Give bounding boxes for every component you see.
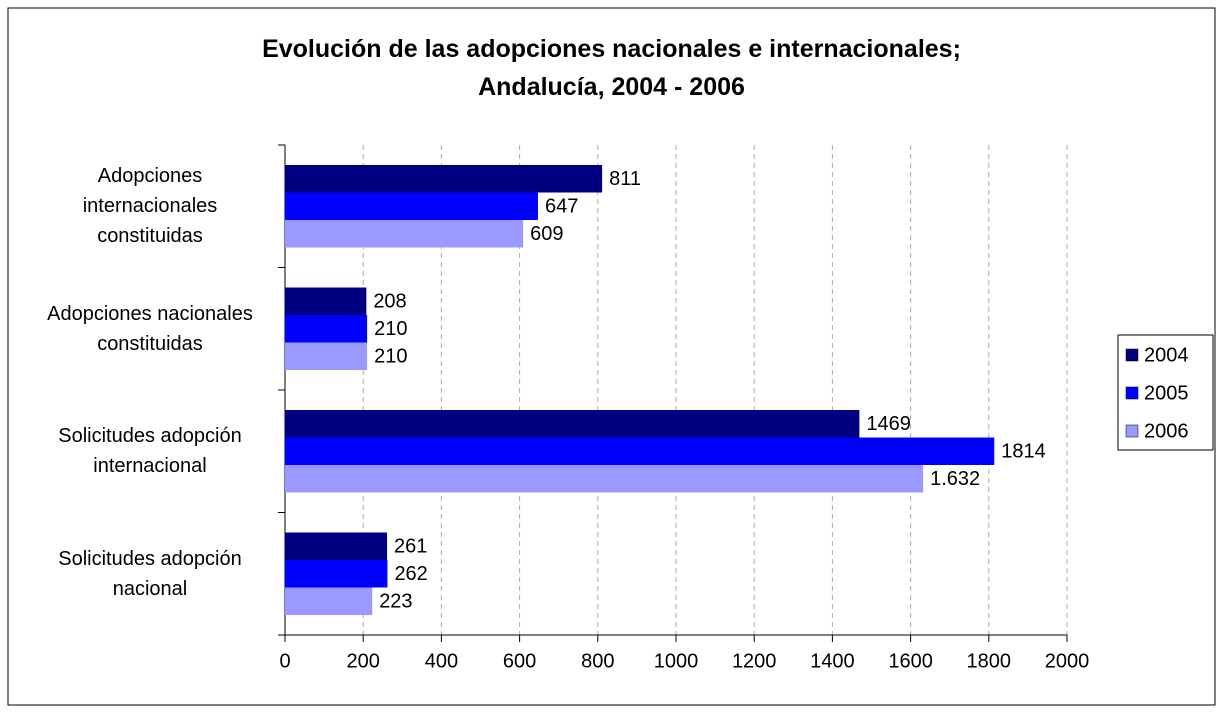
value-label: 811 bbox=[609, 168, 641, 190]
value-label: 1814 bbox=[1001, 441, 1045, 463]
x-tick-label: 1400 bbox=[810, 650, 855, 672]
value-label: 647 bbox=[545, 196, 578, 218]
x-tick-label: 1000 bbox=[654, 650, 699, 672]
value-label: 223 bbox=[379, 591, 412, 613]
bar bbox=[285, 287, 367, 315]
y-tick-label: Solicitudes adopción nacional bbox=[58, 547, 242, 600]
legend-swatch bbox=[1125, 424, 1139, 438]
legend-label: 2004 bbox=[1144, 344, 1189, 366]
legend-label: 2005 bbox=[1144, 382, 1189, 404]
x-tick-label: 2000 bbox=[1045, 650, 1090, 672]
bar bbox=[285, 315, 368, 343]
bar bbox=[285, 437, 995, 465]
x-tick-label: 0 bbox=[279, 650, 290, 672]
bar bbox=[285, 342, 368, 370]
x-tick-label: 400 bbox=[425, 650, 458, 672]
x-tick-label: 800 bbox=[581, 650, 614, 672]
bar bbox=[285, 220, 524, 248]
value-label: 208 bbox=[373, 291, 406, 313]
chart-frame bbox=[7, 7, 1216, 706]
value-label: 210 bbox=[374, 318, 407, 340]
value-label: 1469 bbox=[866, 413, 911, 435]
bar bbox=[285, 532, 388, 560]
x-tick-label: 1800 bbox=[967, 650, 1012, 672]
value-label: 1.632 bbox=[930, 468, 980, 490]
value-label: 261 bbox=[394, 536, 427, 558]
legend-swatch bbox=[1125, 386, 1139, 400]
chart-title: Evolución de las adopciones nacionales e… bbox=[262, 35, 961, 101]
x-tick-label: 200 bbox=[347, 650, 380, 672]
x-tick-label: 600 bbox=[503, 650, 536, 672]
value-label: 210 bbox=[374, 346, 407, 368]
bar bbox=[285, 410, 860, 438]
y-tick-label: Solicitudes adopción internacional bbox=[58, 425, 242, 478]
legend-label: 2006 bbox=[1144, 420, 1189, 442]
value-label: 609 bbox=[530, 223, 563, 245]
y-tick-label: Adopciones nacionales constituidas bbox=[47, 302, 253, 355]
bar bbox=[285, 465, 924, 493]
x-tick-label: 1200 bbox=[732, 650, 777, 672]
y-tick-label: Adopciones internacionales constituidas bbox=[82, 165, 218, 248]
legend-swatch bbox=[1125, 348, 1139, 362]
bar bbox=[285, 587, 373, 615]
value-label: 262 bbox=[394, 563, 427, 585]
bar bbox=[285, 560, 388, 588]
bar bbox=[285, 192, 538, 220]
bar bbox=[285, 165, 603, 193]
x-tick-label: 1600 bbox=[888, 650, 933, 672]
